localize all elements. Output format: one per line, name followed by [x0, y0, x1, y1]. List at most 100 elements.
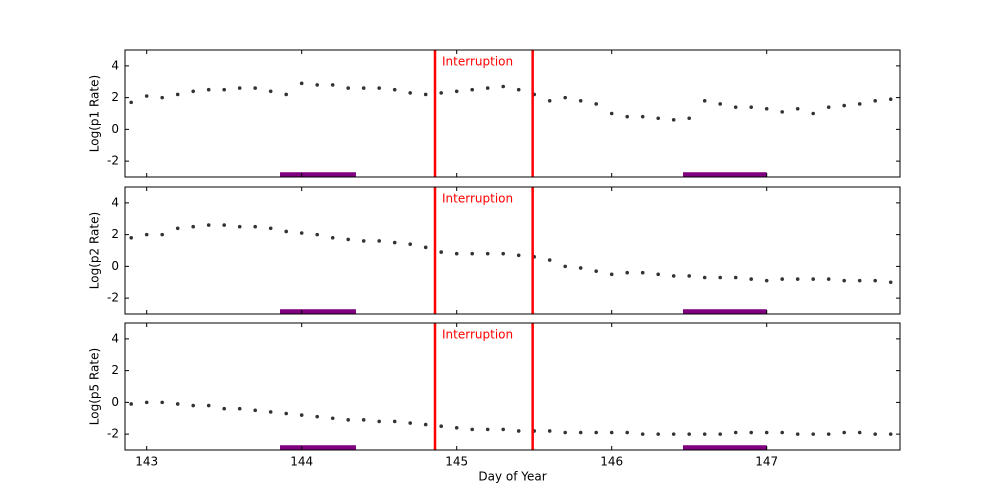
- data-point: [501, 427, 506, 432]
- data-point: [733, 275, 738, 280]
- data-point: [160, 95, 164, 100]
- data-point: [842, 430, 846, 435]
- axes-frame: [124, 186, 901, 315]
- data-point: [749, 105, 753, 109]
- data-point: [656, 116, 660, 121]
- x-tick-label: 145: [445, 455, 468, 469]
- data-point: [718, 102, 722, 106]
- y-tick-label: 0: [111, 122, 119, 136]
- data-point: [857, 102, 862, 106]
- y-axis-label: Log(p5 Rate): [88, 348, 102, 425]
- x-tick-label: 143: [135, 455, 158, 469]
- data-point: [733, 105, 738, 109]
- data-point: [733, 430, 738, 435]
- y-tick-label: 0: [111, 259, 119, 273]
- annotation: Interruption: [442, 192, 513, 206]
- data-point: [671, 274, 676, 278]
- y-tick-label: 4: [111, 58, 119, 72]
- data-point: [640, 114, 645, 119]
- x-tick-label: 147: [755, 455, 778, 469]
- data-point: [702, 432, 707, 436]
- data-point: [423, 422, 428, 427]
- annotation: Interruption: [442, 328, 513, 342]
- data-point: [454, 89, 459, 94]
- data-point: [206, 403, 211, 408]
- data-point: [625, 270, 629, 275]
- data-point: [237, 406, 242, 411]
- data-point: [377, 419, 382, 424]
- data-point: [377, 239, 382, 243]
- data-point: [764, 106, 769, 111]
- data-point: [222, 406, 226, 411]
- data-point: [888, 432, 893, 436]
- y-axis-label: Log(p2 Rate): [88, 212, 102, 289]
- annotation: Interruption: [442, 55, 513, 69]
- data-point: [640, 270, 645, 275]
- data-point: [563, 95, 567, 100]
- data-point: [578, 430, 583, 435]
- data-point: [346, 237, 351, 242]
- data-point: [516, 87, 521, 92]
- data-point: [594, 430, 598, 435]
- data-point: [222, 223, 226, 227]
- axes-frame: [124, 322, 901, 451]
- data-point: [795, 106, 800, 111]
- y-tick-label: 2: [111, 90, 119, 104]
- data-point: [470, 87, 475, 92]
- data-point: [330, 83, 335, 87]
- data-point: [857, 430, 862, 435]
- data-point: [780, 430, 784, 435]
- span: [280, 309, 356, 314]
- span: [280, 172, 356, 177]
- data-point: [764, 430, 769, 435]
- y-tick-label: -2: [107, 154, 119, 168]
- data-point: [873, 432, 877, 436]
- data-point: [501, 84, 506, 89]
- data-point: [485, 251, 490, 256]
- data-point: [718, 275, 722, 280]
- data-point: [501, 251, 506, 256]
- data-point: [408, 242, 413, 246]
- data-point: [857, 278, 862, 283]
- data-point: [563, 264, 567, 269]
- data-point: [594, 102, 598, 106]
- data-point: [454, 251, 459, 256]
- data-point: [687, 432, 691, 436]
- data-point: [547, 258, 552, 262]
- data-point: [129, 402, 133, 406]
- data-point: [485, 427, 490, 432]
- data-point: [671, 118, 676, 122]
- data-point: [392, 87, 397, 92]
- data-point: [129, 100, 133, 105]
- data-point: [361, 86, 366, 90]
- data-point: [144, 232, 149, 237]
- data-point: [811, 111, 815, 116]
- data-point: [129, 236, 133, 240]
- data-point: [625, 430, 629, 435]
- data-point: [609, 272, 614, 277]
- data-point: [408, 91, 413, 95]
- data-point: [795, 277, 800, 281]
- data-point: [702, 275, 707, 280]
- data-point: [268, 410, 273, 414]
- data-point: [206, 87, 211, 92]
- data-point: [423, 245, 428, 250]
- data-point: [842, 278, 846, 283]
- data-point: [749, 277, 753, 281]
- data-point: [253, 86, 257, 90]
- data-point: [470, 427, 475, 432]
- data-point: [578, 99, 583, 103]
- data-point: [330, 416, 335, 421]
- data-point: [547, 99, 552, 103]
- data-point: [718, 432, 722, 436]
- data-point: [485, 86, 490, 90]
- y-tick-label: -2: [107, 291, 119, 305]
- data-point: [594, 269, 598, 273]
- data-point: [160, 400, 164, 405]
- data-point: [253, 408, 257, 413]
- data-point: [175, 92, 180, 97]
- data-point: [315, 232, 320, 237]
- data-point: [780, 110, 784, 114]
- data-point: [299, 413, 304, 417]
